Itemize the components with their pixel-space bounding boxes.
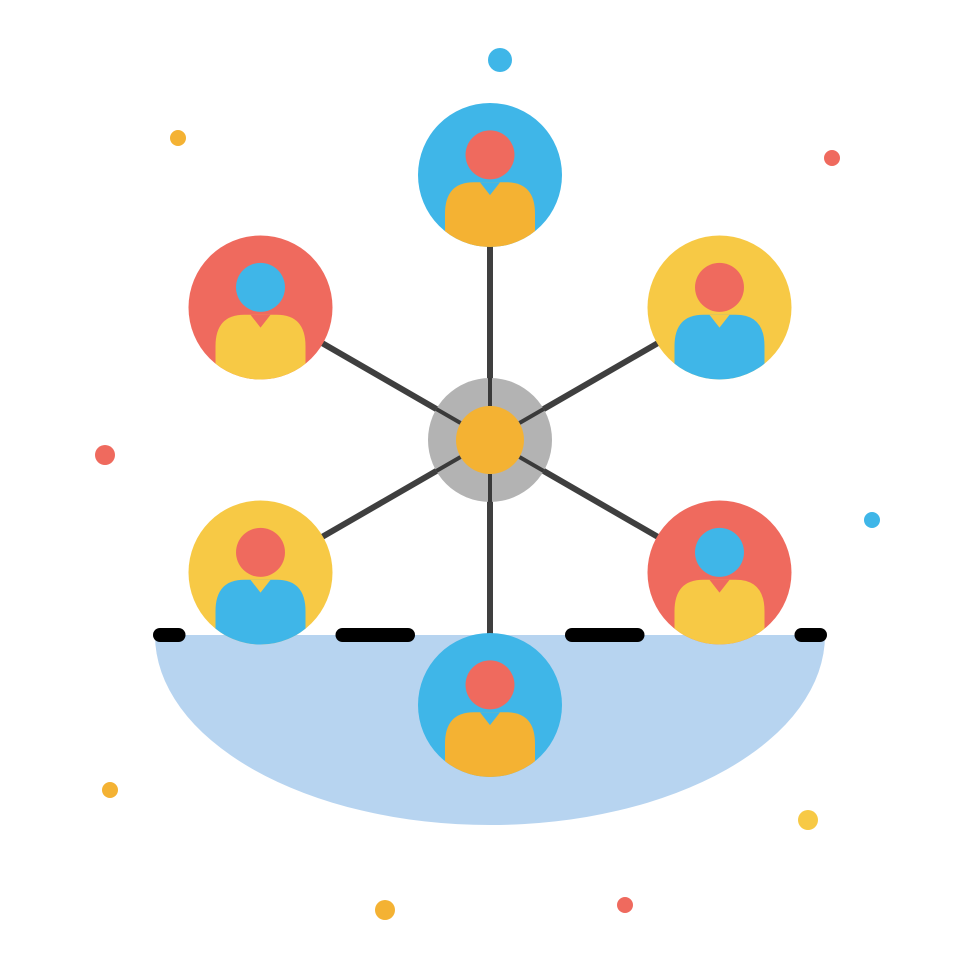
person-node (189, 236, 333, 390)
dot-icon (102, 782, 118, 798)
person-head-icon (236, 528, 285, 577)
hub (428, 378, 552, 502)
person-head-icon (236, 263, 285, 312)
dot-icon (798, 810, 818, 830)
dot-icon (488, 48, 512, 72)
network-infographic (0, 0, 980, 980)
dot-icon (824, 150, 840, 166)
person-head-icon (466, 660, 515, 709)
person-node (647, 501, 791, 655)
person-node (189, 501, 333, 655)
dot-icon (375, 900, 395, 920)
dot-icon (95, 445, 115, 465)
person-head-icon (695, 263, 744, 312)
person-head-icon (695, 528, 744, 577)
dot-icon (170, 130, 186, 146)
person-node (418, 103, 562, 257)
dot-icon (617, 897, 633, 913)
person-head-icon (466, 130, 515, 179)
person-node (647, 236, 791, 390)
dot-icon (864, 512, 880, 528)
